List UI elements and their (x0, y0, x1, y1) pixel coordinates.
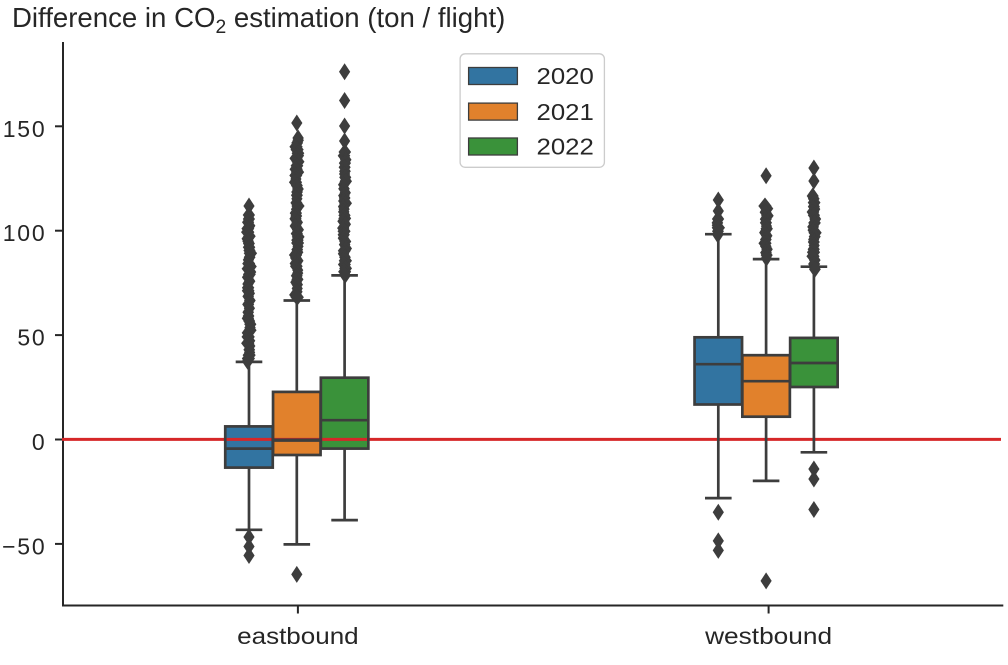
svg-text:150: 150 (3, 116, 47, 142)
svg-text:2020: 2020 (537, 63, 594, 89)
svg-text:50: 50 (17, 325, 46, 351)
svg-text:0: 0 (32, 429, 47, 455)
svg-text:2022: 2022 (537, 134, 594, 160)
svg-text:2021: 2021 (537, 99, 594, 125)
svg-text:westbound: westbound (704, 623, 832, 649)
svg-text:−50: −50 (2, 533, 46, 559)
svg-text:eastbound: eastbound (237, 623, 359, 649)
svg-text:Difference in CO2 estimation (: Difference in CO2 estimation (ton / flig… (12, 2, 505, 38)
svg-text:100: 100 (3, 220, 47, 246)
